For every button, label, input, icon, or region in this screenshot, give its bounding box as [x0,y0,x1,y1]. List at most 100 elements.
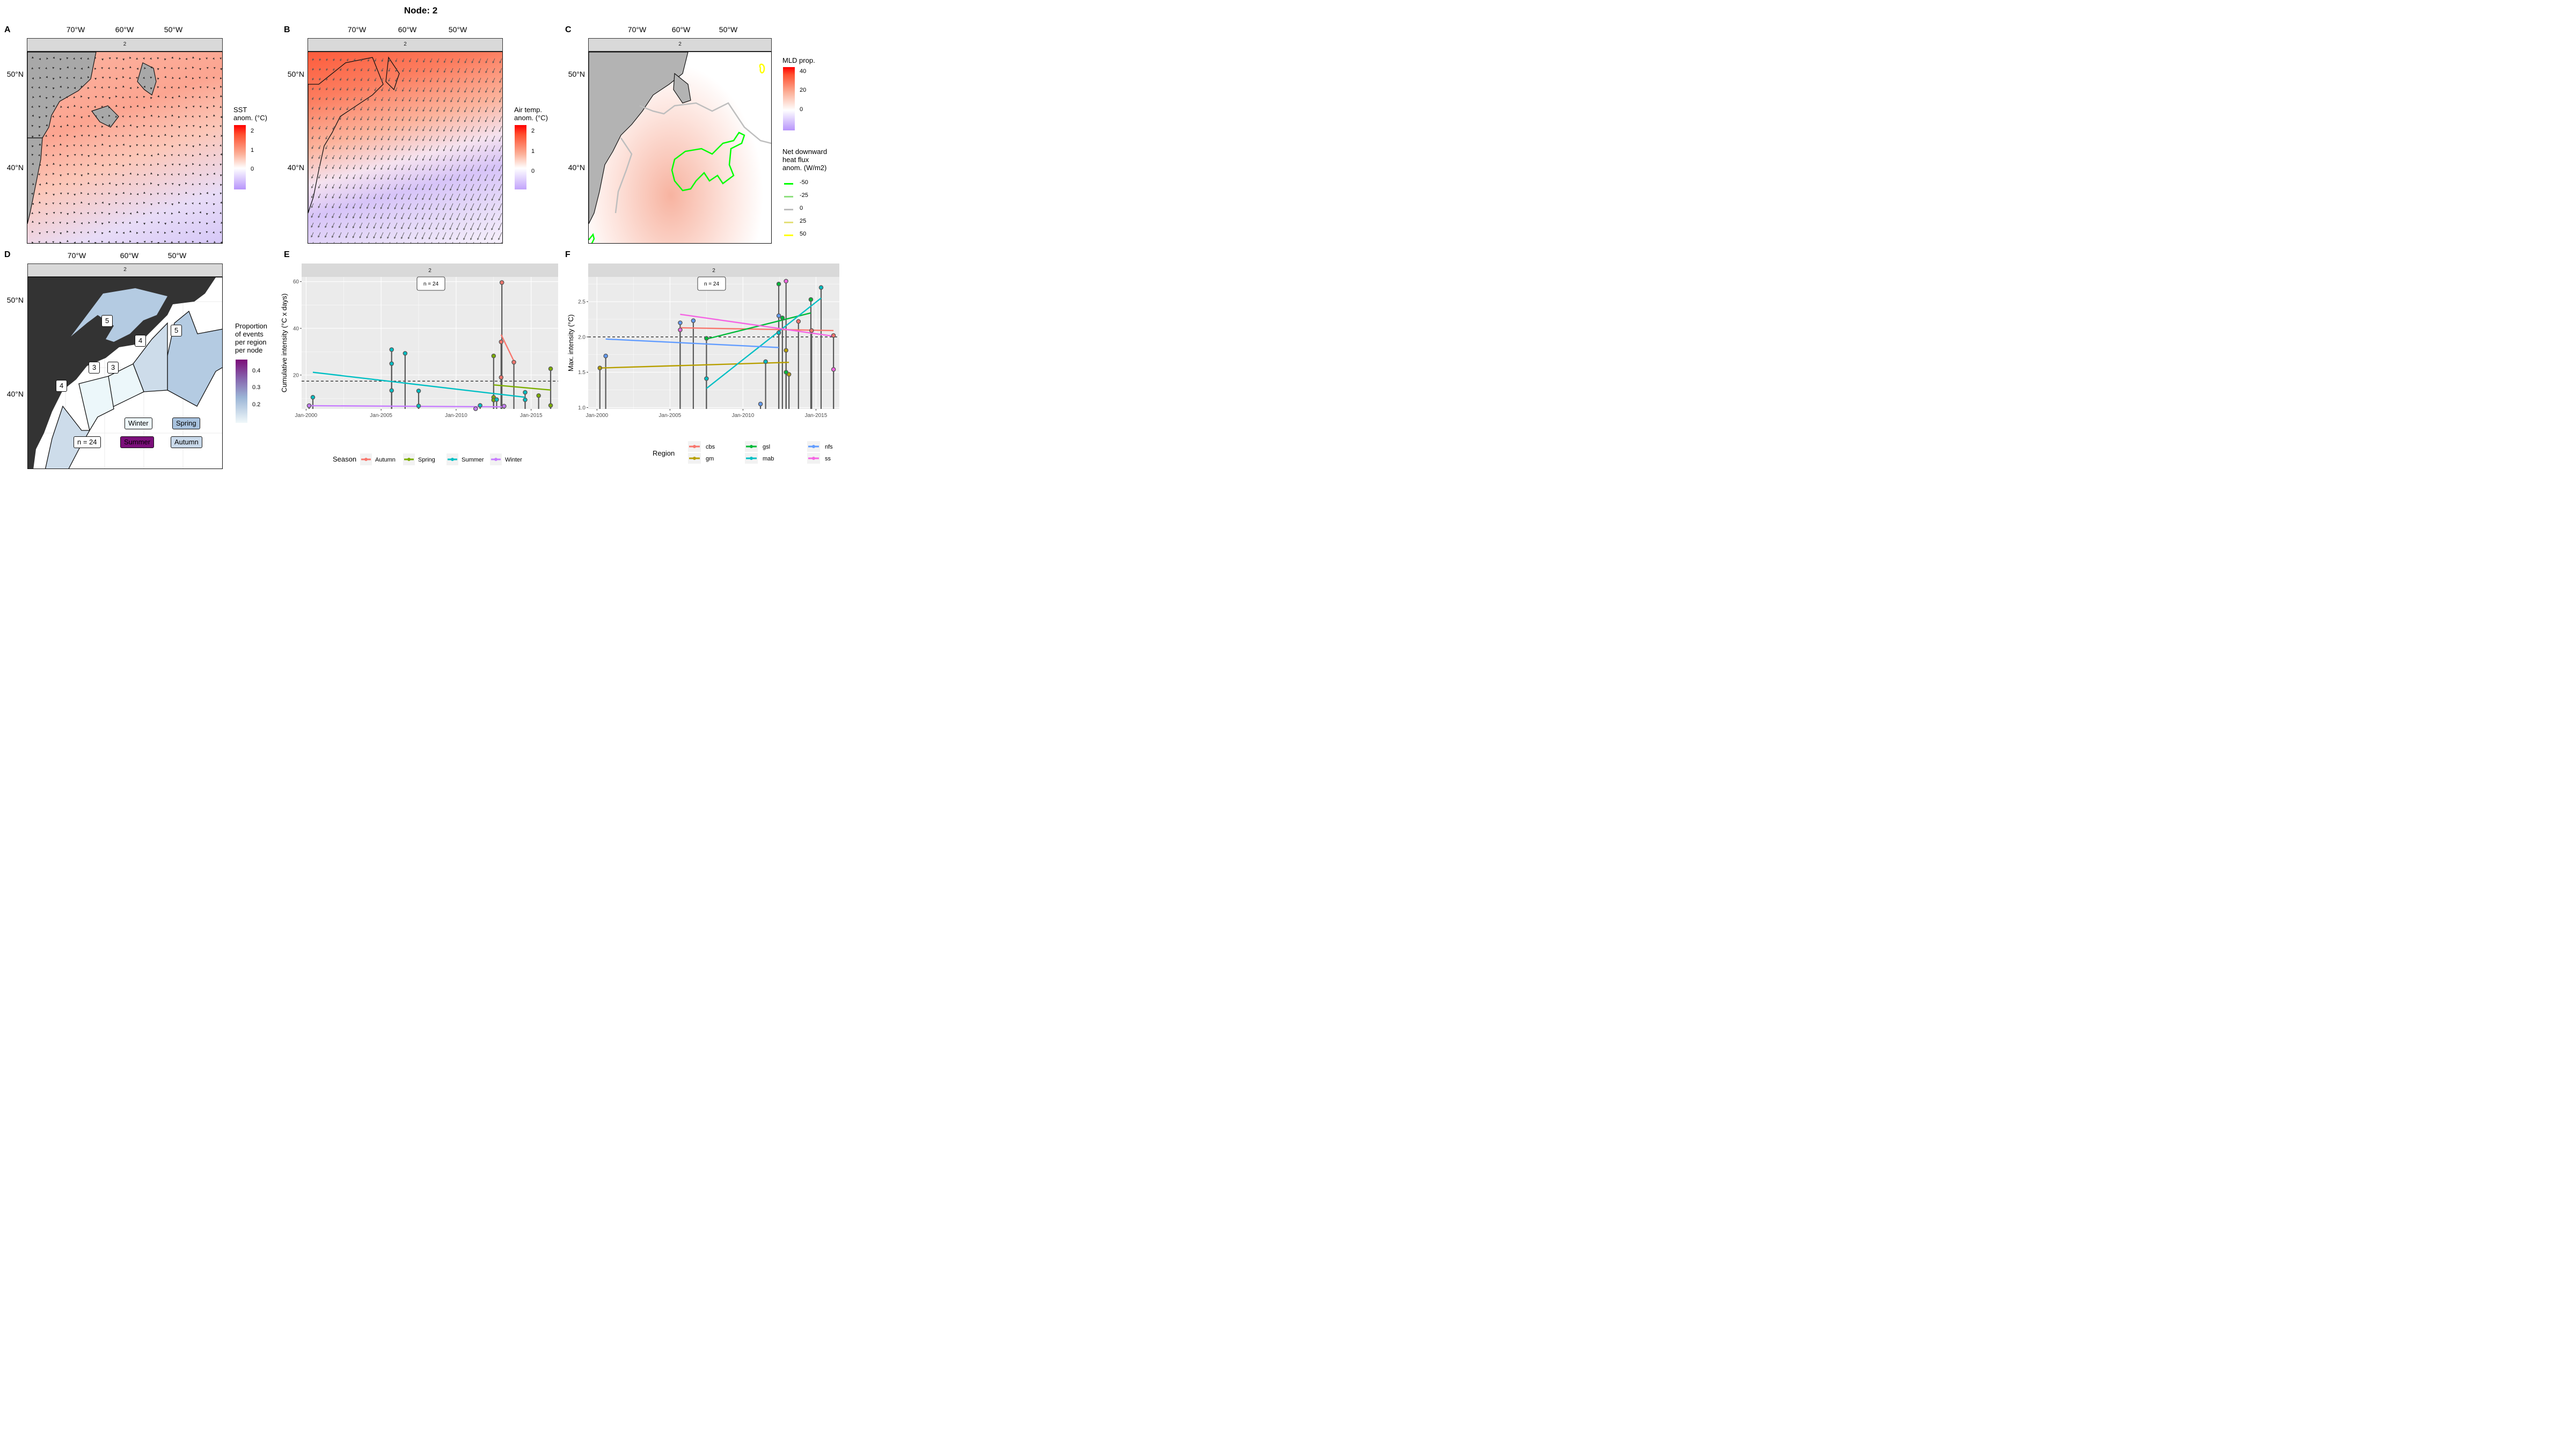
wind-arrow [60,143,62,146]
wind-arrow [354,58,356,62]
wind-arrow [206,67,209,69]
wind-arrow [108,213,111,215]
wind-arrow [366,232,370,239]
mld-map [588,52,772,244]
wind-arrow [346,106,349,111]
data-point-mab [818,285,824,290]
wind-arrow [157,241,159,243]
wind-arrow [108,221,111,224]
wind-arrow [39,183,41,186]
wind-arrow [108,203,111,206]
wind-arrow [436,77,440,83]
wind-arrow [366,222,370,229]
wind-arrow [353,145,356,150]
wind-arrow [32,96,34,98]
wind-arrow [332,232,335,238]
wind-arrow [199,115,201,118]
wind-arrow [339,155,342,160]
wind-arrow [464,174,467,181]
wind-arrow [374,145,377,150]
wind-arrow [60,164,62,166]
wind-arrow [219,125,222,127]
wind-arrow [325,222,328,228]
data-point-autumn [511,360,516,365]
wind-arrow [122,67,125,70]
wind-arrow [94,212,97,214]
wind-arrow [499,77,502,83]
wind-arrow [470,232,474,240]
wind-arrow [129,77,131,79]
wind-arrow [380,155,384,160]
wind-arrow [143,96,145,98]
wind-arrow [52,222,55,224]
wind-arrow [312,97,314,100]
wind-arrow [199,183,201,185]
mld-colorbar [783,67,795,130]
wind-arrow [332,222,335,228]
wind-arrow [319,87,321,91]
wind-arrow [422,77,426,83]
wind-arrow [115,173,118,175]
wind-arrow [463,193,467,201]
wind-arrow [387,203,391,210]
wind-arrow [408,222,412,230]
wind-arrow [484,203,488,211]
wind-arrow [401,213,405,219]
wind-arrow [213,203,215,206]
wind-arrow [185,106,187,109]
wind-arrow [53,193,55,196]
wind-arrow [429,135,433,142]
wind-arrow [478,164,481,172]
wind-arrow [171,135,173,137]
wind-arrow [422,203,426,210]
wind-arrow [115,95,118,98]
wind-arrow [422,193,426,200]
wind-arrow [143,144,145,147]
wind-arrow [409,58,412,63]
wind-arrow [220,174,222,177]
panel-label-b: B [284,25,290,34]
wind-arrow [31,106,34,108]
wind-arrow [185,213,187,215]
wind-arrow [87,182,90,185]
wind-arrow [122,58,125,61]
plot-background [302,277,558,409]
wind-arrow [67,173,69,175]
lon-tick-60w: 60°W [115,25,134,34]
wind-arrow [122,153,125,156]
wind-arrow [59,115,62,118]
wind-arrow [436,87,440,93]
data-point-winter [306,403,312,408]
wind-arrow [150,144,152,147]
wind-arrow [429,97,433,103]
wind-arrow [129,202,131,204]
wind-arrow [157,135,160,137]
wind-arrow [450,145,453,152]
wind-arrow [185,241,187,243]
wind-arrow [31,173,34,175]
wind-arrow [171,183,174,185]
wind-arrow [101,232,104,235]
wind-arrow [449,222,453,230]
wind-arrow [185,192,187,194]
wind-arrow [178,57,181,60]
wind-arrow [492,68,495,74]
lat-tick-40n: 40°N [568,163,585,172]
wind-arrow [485,97,488,103]
wind-arrow [388,106,391,112]
wind-arrow [373,232,377,239]
wind-arrow [192,66,194,69]
wind-arrow [87,115,90,118]
wind-arrow [442,222,447,230]
wind-arrow [186,231,188,233]
wind-arrow [101,173,104,175]
proportion-colorbar [236,360,247,423]
wind-arrow [485,126,488,133]
wind-arrow [39,116,41,119]
wind-arrow [443,87,447,93]
wind-arrow [87,231,90,233]
wind-arrow [185,67,187,69]
wind-arrow [80,144,83,147]
wind-arrow [450,126,453,132]
wind-arrow [457,126,460,132]
